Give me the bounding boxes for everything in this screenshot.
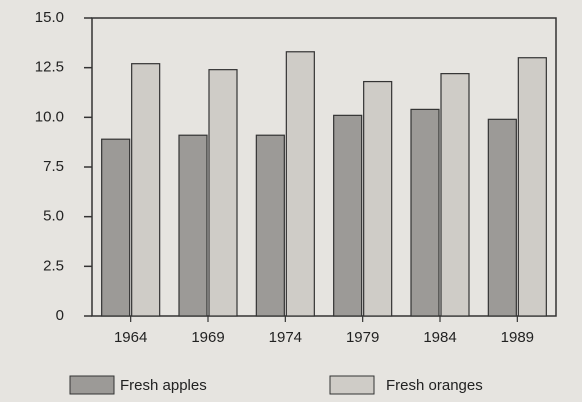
y-tick-label: 7.5: [43, 158, 64, 175]
bar: [101, 138, 131, 317]
x-tick-label: 1964: [114, 329, 147, 346]
x-tick-label: 1979: [346, 329, 379, 346]
legend-label: Fresh oranges: [386, 377, 483, 394]
bar: [333, 114, 363, 317]
bar: [131, 63, 161, 317]
bar: [410, 108, 440, 317]
y-tick-label: 15.0: [35, 9, 64, 26]
bar: [285, 51, 315, 317]
bar: [178, 134, 208, 317]
bar: [363, 80, 393, 317]
bar: [487, 118, 517, 317]
y-tick-label: 2.5: [43, 257, 64, 274]
bar: [517, 57, 547, 317]
bar: [255, 134, 285, 317]
bar: [440, 73, 470, 317]
y-tick-label: 0: [56, 307, 64, 324]
y-tick-label: 12.5: [35, 59, 64, 76]
y-tick-label: 10.0: [35, 108, 64, 125]
legend-swatch: [69, 375, 115, 395]
y-tick-label: 5.0: [43, 208, 64, 225]
legend-label: Fresh apples: [120, 377, 207, 394]
plot-frame: [91, 17, 557, 317]
bar: [208, 69, 238, 317]
x-tick-label: 1984: [423, 329, 456, 346]
x-tick-label: 1989: [501, 329, 534, 346]
legend-swatch: [329, 375, 375, 395]
x-tick-label: 1974: [269, 329, 302, 346]
x-tick-label: 1969: [191, 329, 224, 346]
